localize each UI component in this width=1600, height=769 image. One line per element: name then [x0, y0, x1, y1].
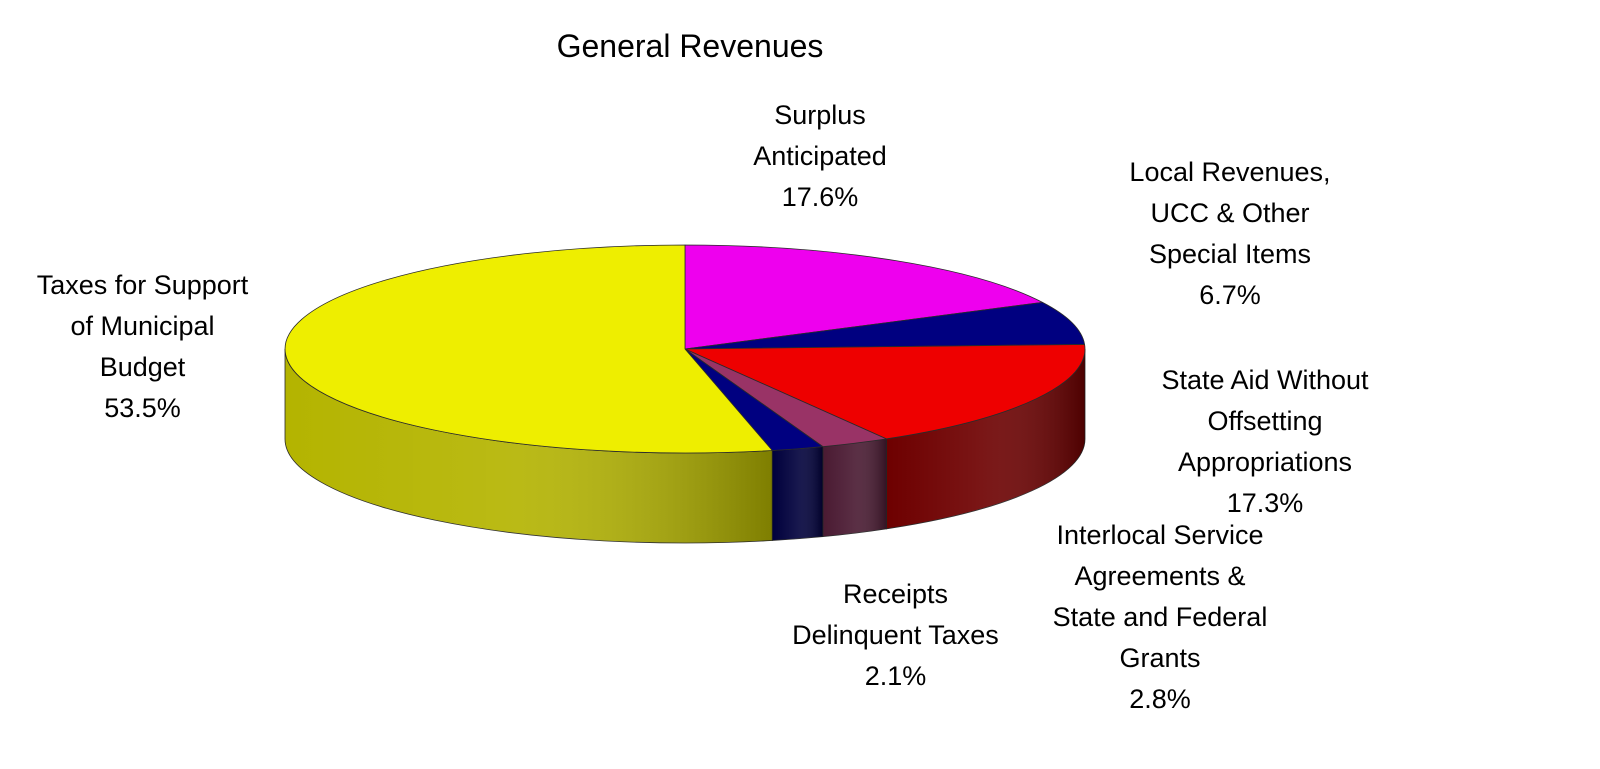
- pie-side-layer: [284, 348, 1086, 544]
- slice-label-surplus: Surplus Anticipated 17.6%: [695, 95, 945, 218]
- slice-label-name: Taxes for Support of Municipal Budget: [36, 270, 249, 382]
- slice-label-percent: 53.5%: [104, 393, 181, 423]
- slice-label-name: Interlocal Service Agreements & State an…: [1052, 520, 1268, 673]
- pie-side-shading-taxes: [284, 349, 773, 544]
- pie-side-shading-interlocal: [822, 438, 887, 537]
- pie-slice-taxes: [284, 244, 773, 454]
- pie-slice-state: [684, 344, 1086, 440]
- pie-slice-surplus: [684, 244, 1043, 350]
- slice-label-state-aid: State Aid Without Offsetting Appropriati…: [1120, 360, 1410, 524]
- slice-label-name: Receipts Delinquent Taxes: [792, 579, 999, 650]
- slice-label-taxes: Taxes for Support of Municipal Budget 53…: [10, 265, 275, 429]
- slice-label-interlocal: Interlocal Service Agreements & State an…: [1020, 515, 1300, 720]
- pie-side-shading-receipts: [772, 446, 823, 541]
- slice-label-name: Surplus Anticipated: [753, 100, 887, 171]
- slice-label-percent: 2.1%: [864, 661, 927, 691]
- slice-label-percent: 6.7%: [1199, 280, 1261, 310]
- slice-label-local-revenues: Local Revenues, UCC & Other Special Item…: [1090, 152, 1370, 316]
- slice-label-name: Local Revenues, UCC & Other Special Item…: [1129, 157, 1331, 269]
- slice-label-percent: 17.6%: [781, 182, 859, 212]
- slice-label-percent: 17.3%: [1226, 488, 1304, 518]
- pie-top-layer: [284, 244, 1086, 454]
- slice-label-name: State Aid Without Offsetting Appropriati…: [1161, 365, 1369, 477]
- chart-title: General Revenues: [556, 28, 824, 64]
- pie-slice-local: [684, 301, 1086, 350]
- pie-side-shading-state: [886, 349, 1085, 529]
- slice-label-percent: 2.8%: [1129, 684, 1191, 714]
- slice-label-receipts: Receipts Delinquent Taxes 2.1%: [768, 574, 1023, 697]
